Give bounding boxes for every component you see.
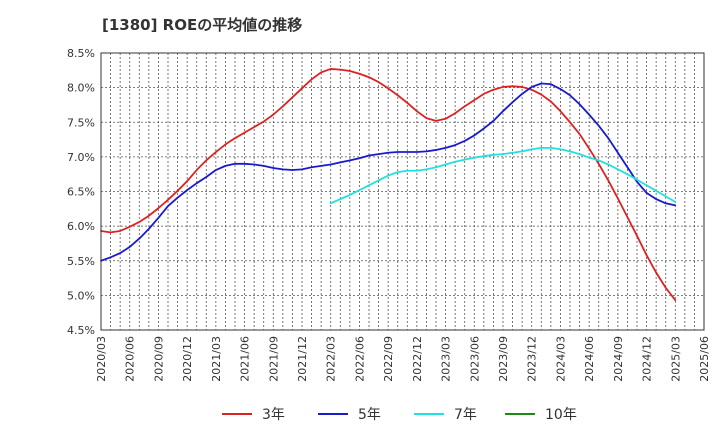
x-tick-label: 2020/06 xyxy=(124,336,137,382)
y-tick-label: 5.5% xyxy=(67,255,95,268)
legend-label-3: 10年 xyxy=(545,407,577,423)
x-tick-label: 2023/09 xyxy=(497,336,510,382)
y-tick-label: 6.5% xyxy=(67,186,95,199)
x-tick-label: 2021/06 xyxy=(239,336,252,382)
series-layer xyxy=(100,68,677,302)
legend-label-0: 3年 xyxy=(262,407,285,423)
x-tick-label: 2024/03 xyxy=(554,336,567,382)
legend-label-1: 5年 xyxy=(358,407,381,423)
x-tick-label: 2021/12 xyxy=(296,336,309,382)
x-tick-label: 2023/03 xyxy=(440,336,453,382)
y-tick-label: 7.5% xyxy=(67,116,95,129)
series-line-0 xyxy=(100,68,677,302)
series-line-2 xyxy=(329,146,677,205)
x-tick-label: 2023/06 xyxy=(468,336,481,382)
x-tick-label: 2022/12 xyxy=(411,336,424,382)
series-line-1 xyxy=(100,82,677,262)
x-tick-label: 2024/09 xyxy=(612,336,625,382)
legend-label-2: 7年 xyxy=(454,407,477,423)
axis-layer: 8.5%8.0%7.5%7.0%6.5%6.0%5.5%5.0%4.5%2020… xyxy=(67,47,711,382)
chart-title: [1380] ROEの平均値の推移 xyxy=(102,16,303,34)
x-tick-label: 2025/06 xyxy=(698,336,711,382)
y-tick-label: 6.0% xyxy=(67,220,95,233)
x-tick-label: 2020/09 xyxy=(152,336,165,382)
y-tick-label: 8.5% xyxy=(67,47,95,60)
plot-frame xyxy=(100,52,705,331)
x-tick-label: 2023/12 xyxy=(526,336,539,382)
y-tick-label: 5.0% xyxy=(67,289,95,302)
x-tick-label: 2021/09 xyxy=(267,336,280,382)
x-tick-label: 2024/12 xyxy=(641,336,654,382)
x-tick-label: 2024/06 xyxy=(583,336,596,382)
x-tick-label: 2020/03 xyxy=(95,336,108,382)
x-tick-label: 2021/03 xyxy=(210,336,223,382)
x-tick-label: 2020/12 xyxy=(181,336,194,382)
x-tick-label: 2022/03 xyxy=(325,336,338,382)
y-tick-label: 8.0% xyxy=(67,82,95,95)
y-tick-label: 7.0% xyxy=(67,151,95,164)
x-tick-label: 2025/03 xyxy=(669,336,682,382)
x-tick-label: 2022/06 xyxy=(353,336,366,382)
legend: 3年 5年 7年 10年 xyxy=(222,407,577,423)
y-tick-label: 4.5% xyxy=(67,324,95,337)
x-tick-label: 2022/09 xyxy=(382,336,395,382)
